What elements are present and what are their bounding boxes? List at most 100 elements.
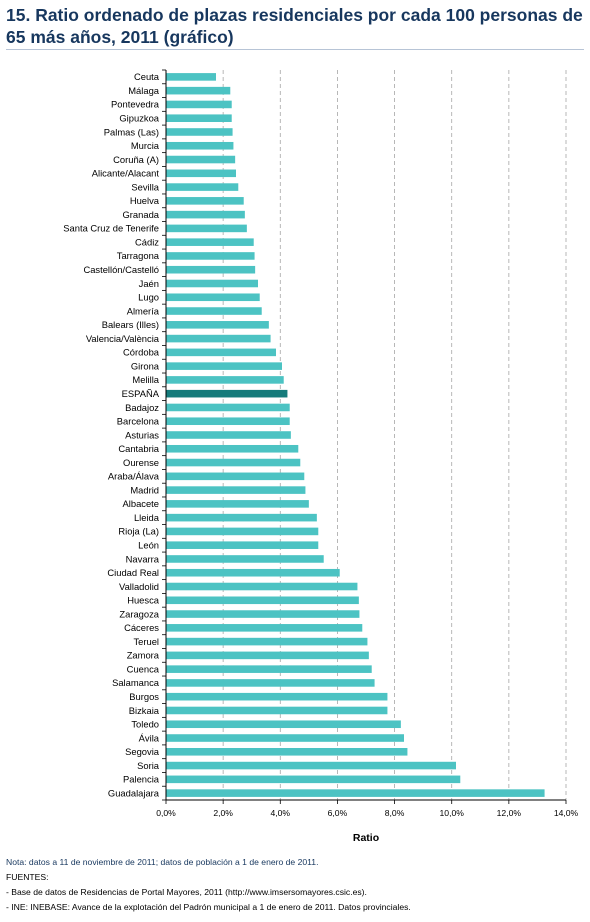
category-label: Córdoba [123,347,160,358]
bar [166,692,388,701]
category-label: Pontevedra [111,99,160,110]
category-label: Huesca [127,595,160,606]
category-label: Soria [137,760,160,771]
category-label: Coruña (A) [113,154,159,165]
bar [166,238,254,246]
category-label: Almería [127,305,160,316]
category-label: Jaén [139,278,159,289]
category-label: Albacete [123,498,159,509]
bar [166,265,256,274]
bar [166,73,216,81]
bar [166,252,255,260]
x-tick-label: 0,0% [156,808,176,818]
title-divider [6,49,584,50]
category-label: Lugo [138,292,159,303]
bar [166,307,262,315]
category-label: Cádiz [135,236,159,247]
bar [166,389,288,398]
category-label: Valladolid [119,581,159,592]
bar [166,444,299,453]
category-label: Sevilla [131,181,159,192]
x-tick-label: 12,0% [497,808,522,818]
bar [166,720,401,729]
category-label: Barcelona [117,416,160,427]
bar [166,293,260,302]
category-label: Málaga [128,85,160,96]
category-label: Cáceres [124,622,159,633]
category-label: Melilla [132,374,159,385]
bar [166,568,340,577]
category-label: Huelva [130,195,160,206]
bar [166,541,319,549]
category-label: Navarra [126,553,160,564]
bar [166,100,232,109]
bar [166,748,408,756]
bar [166,458,301,467]
x-tick-label: 2,0% [213,808,233,818]
category-label: Valencia/València [86,333,160,344]
bar [166,734,404,742]
x-tick-label: 6,0% [328,808,348,818]
category-label: Toledo [131,719,159,730]
bar [166,513,317,522]
category-label: Salamanca [112,677,160,688]
bar [166,279,258,288]
bar [166,224,247,233]
bar [166,362,282,370]
bar [166,610,360,618]
bar [166,128,233,136]
category-label: Balears (Illes) [102,319,159,330]
bar [166,761,456,770]
bar [166,582,358,591]
category-label: Rioja (La) [118,526,159,537]
category-label: Teruel [133,636,159,647]
x-tick-label: 14,0% [554,808,579,818]
bar [166,679,375,687]
bar [166,431,291,439]
category-label: Zaragoza [119,608,159,619]
bar [166,141,234,150]
category-label: Burgos [129,691,159,702]
category-label: Palmas (Las) [104,126,159,137]
category-label: Ciudad Real [107,567,159,578]
category-label: Asturias [125,429,159,440]
bar [166,348,276,357]
bar [166,210,245,219]
bar [166,403,290,412]
category-label: Castellón/Castelló [83,264,159,275]
bar [166,334,271,343]
bar [166,555,324,563]
category-label: Girona [131,360,160,371]
footnotes: Nota: datos a 11 de noviembre de 2011; d… [6,855,586,915]
category-label: Ceuta [134,71,160,82]
category-label: ESPAÑA [122,388,160,399]
category-label: León [138,539,159,550]
bar [166,486,306,494]
category-label: Bizkaia [129,705,160,716]
bar [166,86,231,95]
category-label: Ourense [123,457,159,468]
category-label: Santa Cruz de Tenerife [63,223,159,234]
category-label: Badajoz [125,402,159,413]
category-label: Granada [123,209,160,220]
category-label: Cantabria [118,443,159,454]
page-title: 15. Ratio ordenado de plazas residencial… [6,5,583,47]
category-label: Guadalajara [108,787,160,798]
x-tick-label: 4,0% [270,808,290,818]
source-item-1: - Base de datos de Residencias de Portal… [6,887,367,897]
bar [166,114,232,122]
bar [166,197,244,205]
category-label: Tarragona [117,250,160,261]
category-label: Ávila [139,732,160,743]
bar-chart: Ceuta Málaga Pontevedra Gipuzkoa Palmas (Las… [63,69,579,844]
bar [166,472,305,481]
bar [166,624,363,632]
category-label: Lleida [134,512,160,523]
bar [166,169,236,178]
bar [166,376,284,384]
category-label: Segovia [125,746,160,757]
category-label: Murcia [131,140,160,151]
bar [166,500,309,508]
bar [166,527,319,536]
category-label: Zamora [127,650,160,661]
